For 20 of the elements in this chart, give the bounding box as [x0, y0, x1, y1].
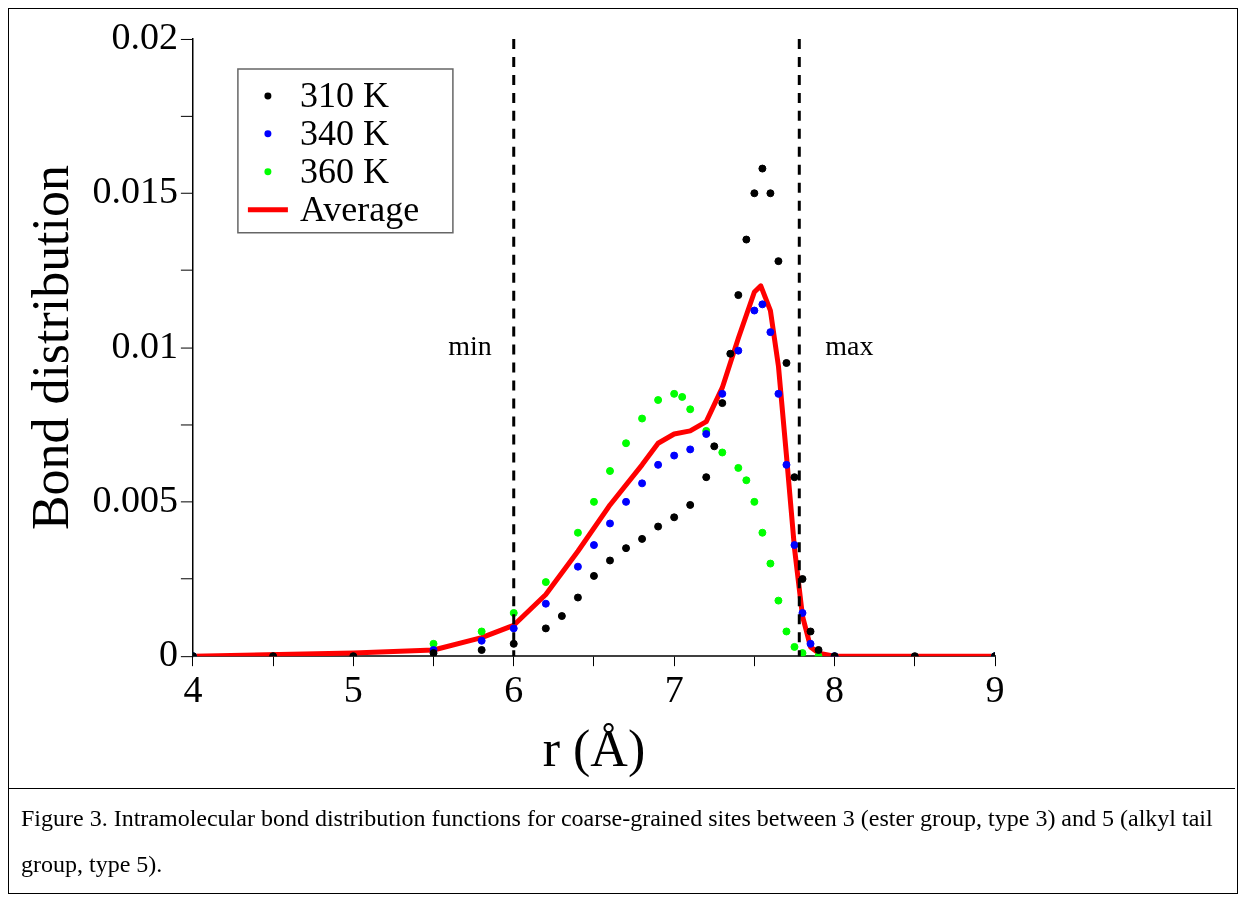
x-tick-label: 4: [183, 667, 203, 710]
y-tick-label: 0.015: [92, 169, 178, 212]
y-tick-label: 0.005: [92, 477, 178, 520]
caption: Figure 3. Intramolecular bond distribution functions for coarse-grained sites between 3 (ester group, type 3) and 5 (alkyl tail group, type 5).: [20, 804, 1214, 879]
y-tick-label: 0: [158, 632, 178, 675]
x-tick-label: 9: [985, 667, 1005, 710]
ref-line-label: min: [448, 329, 492, 361]
legend-label: 340 K: [299, 113, 389, 154]
x-tick-label: 6: [504, 667, 524, 710]
x-axis-title: r (Å): [542, 720, 646, 779]
legend-label: 310 K: [299, 75, 389, 116]
x-tick-label: 8: [825, 667, 845, 710]
y-axis-title: Bond distribution: [21, 165, 79, 531]
y-tick-label: 0.01: [111, 323, 178, 366]
legend-label: Average: [299, 189, 420, 230]
x-tick-label: 5: [343, 667, 363, 710]
x-tick-label: 7: [664, 667, 684, 710]
ref-line-label: max: [825, 329, 874, 361]
legend-label: 360 K: [299, 151, 389, 192]
y-tick-label: 0.02: [111, 14, 178, 57]
